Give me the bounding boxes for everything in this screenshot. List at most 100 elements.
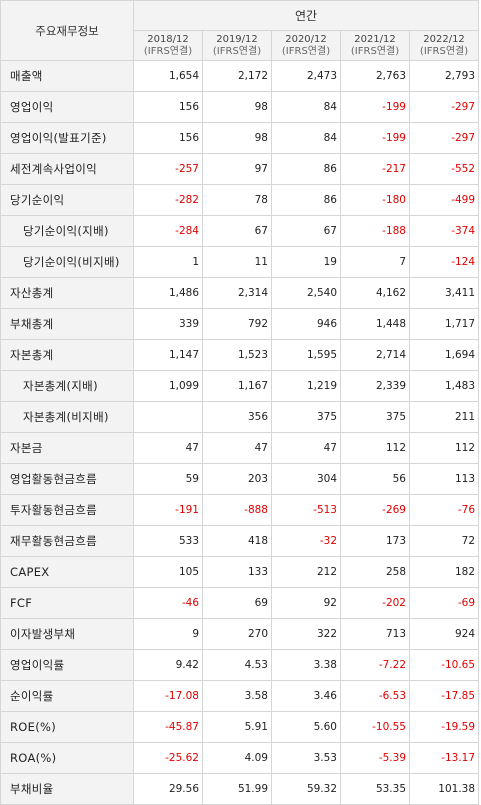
row-label: 영업이익 [0, 91, 134, 123]
value-cell: -284 [133, 215, 203, 247]
year-column-header: 2018/12 (IFRS연결) [133, 30, 203, 61]
value-cell: 1 [133, 246, 203, 278]
value-cell: 375 [340, 401, 410, 433]
value-cell: -17.85 [408, 680, 480, 712]
value-cell: 86 [271, 184, 341, 216]
value-cell: 53.35 [340, 773, 410, 805]
table-body: 매출액 1,654 2,172 2,473 2,763 2,793 영업이익 156 98 84-… [0, 60, 480, 805]
value-cell: 29.56 [133, 773, 203, 805]
row-label: CAPEX [0, 556, 134, 588]
value-cell: 211 [408, 401, 480, 433]
value-cell: 1,486 [133, 277, 203, 309]
value-cell: -199 [340, 91, 410, 123]
value-cell: -552 [408, 153, 480, 185]
value-cell: -46 [133, 587, 203, 619]
value-cell: -513 [271, 494, 341, 526]
value-cell: 97 [202, 153, 272, 185]
value-cell: 2,473 [271, 60, 341, 92]
table-row: 순이익률 -17.08 3.58 3.46 -6.53 -17.85 [0, 680, 480, 712]
value-cell: 418 [202, 525, 272, 557]
row-label: 자본총계(지배) [0, 370, 134, 402]
row-label: 부채총계 [0, 308, 134, 340]
table-row: CAPEX 105 133 212 258 182 [0, 556, 480, 588]
row-label: 영업활동현금흐름 [0, 463, 134, 495]
value-cell: 92 [271, 587, 341, 619]
value-cell: 98 [202, 91, 272, 123]
table-row: 투자활동현금흐름 -191 -888 -513 -269 -76 [0, 494, 480, 526]
value-cell: 339 [133, 308, 203, 340]
value-cell: -217 [340, 153, 410, 185]
value-cell: 203 [202, 463, 272, 495]
value-cell: 84 [271, 91, 341, 123]
value-cell: 3,411 [408, 277, 480, 309]
value-cell: 173 [340, 525, 410, 557]
value-cell: -297 [408, 122, 480, 154]
table-row: 매출액 1,654 2,172 2,473 2,763 2,793 [0, 60, 480, 92]
value-cell: -45.87 [133, 711, 203, 743]
value-cell: -13.17 [408, 742, 480, 774]
value-cell: 1,099 [133, 370, 203, 402]
value-cell: -6.53 [340, 680, 410, 712]
value-cell: 113 [408, 463, 480, 495]
year-column-header: 2019/12 (IFRS연결) [202, 30, 272, 61]
value-cell: 304 [271, 463, 341, 495]
value-cell: 72 [408, 525, 480, 557]
value-cell: 19 [271, 246, 341, 278]
value-cell: 51.99 [202, 773, 272, 805]
value-cell: -32 [271, 525, 341, 557]
value-cell: 112 [340, 432, 410, 464]
table-row: 영업활동현금흐름 59 203 304 56 113 [0, 463, 480, 495]
value-cell: -202 [340, 587, 410, 619]
value-cell: -10.65 [408, 649, 480, 681]
value-cell: 47 [271, 432, 341, 464]
row-label: 순이익률 [0, 680, 134, 712]
row-label: FCF [0, 587, 134, 619]
value-cell: 2,172 [202, 60, 272, 92]
value-cell: 792 [202, 308, 272, 340]
value-cell: -297 [408, 91, 480, 123]
value-cell: 9 [133, 618, 203, 650]
table-row: 이자발생부채 9 270 322 713 924 [0, 618, 480, 650]
value-cell: 3.58 [202, 680, 272, 712]
value-cell: -180 [340, 184, 410, 216]
value-cell: -257 [133, 153, 203, 185]
table-row: 자본총계(비지배) 356 375 375 211 [0, 401, 480, 433]
table-row: 영업이익(발표기준) 156 98 84 -199 -297 [0, 122, 480, 154]
row-label: 부채비율 [0, 773, 134, 805]
value-cell: 2,314 [202, 277, 272, 309]
value-cell: 1,483 [408, 370, 480, 402]
value-cell: -10.55 [340, 711, 410, 743]
value-cell: 322 [271, 618, 341, 650]
value-cell: 1,595 [271, 339, 341, 371]
value-cell: 924 [408, 618, 480, 650]
value-cell: 2,540 [271, 277, 341, 309]
value-cell: -499 [408, 184, 480, 216]
value-cell: 105 [133, 556, 203, 588]
value-cell: 7 [340, 246, 410, 278]
value-cell: 533 [133, 525, 203, 557]
value-cell: 356 [202, 401, 272, 433]
value-cell: 1,448 [340, 308, 410, 340]
table-row: 세전계속사업이익 -257 97 86 -217 -552 [0, 153, 480, 185]
year-column-header: 2022/12 (IFRS연결) [408, 30, 480, 61]
value-cell: 156 [133, 122, 203, 154]
table-row: 영업이익률 9.42 4.53 3.38 -7.22 -10.65 [0, 649, 480, 681]
row-label: 자산총계 [0, 277, 134, 309]
year-column-header: 2021/12 (IFRS연결) [340, 30, 410, 61]
value-cell: 1,717 [408, 308, 480, 340]
value-cell: 133 [202, 556, 272, 588]
value-cell: -188 [340, 215, 410, 247]
value-cell: -282 [133, 184, 203, 216]
value-cell: 4,162 [340, 277, 410, 309]
value-cell: 11 [202, 246, 272, 278]
row-label: 영업이익(발표기준) [0, 122, 134, 154]
value-cell: 713 [340, 618, 410, 650]
year-column-header: 2020/12 (IFRS연결) [271, 30, 341, 61]
table-row: 당기순이익(비지배) 1 11 19 7 -124 [0, 246, 480, 278]
value-cell: 2,793 [408, 60, 480, 92]
value-cell: 946 [271, 308, 341, 340]
value-cell: 1,219 [271, 370, 341, 402]
table-row: 자본총계(지배) 1,099 1,167 1,219 2,339 1,483 [0, 370, 480, 402]
value-cell: 67 [202, 215, 272, 247]
